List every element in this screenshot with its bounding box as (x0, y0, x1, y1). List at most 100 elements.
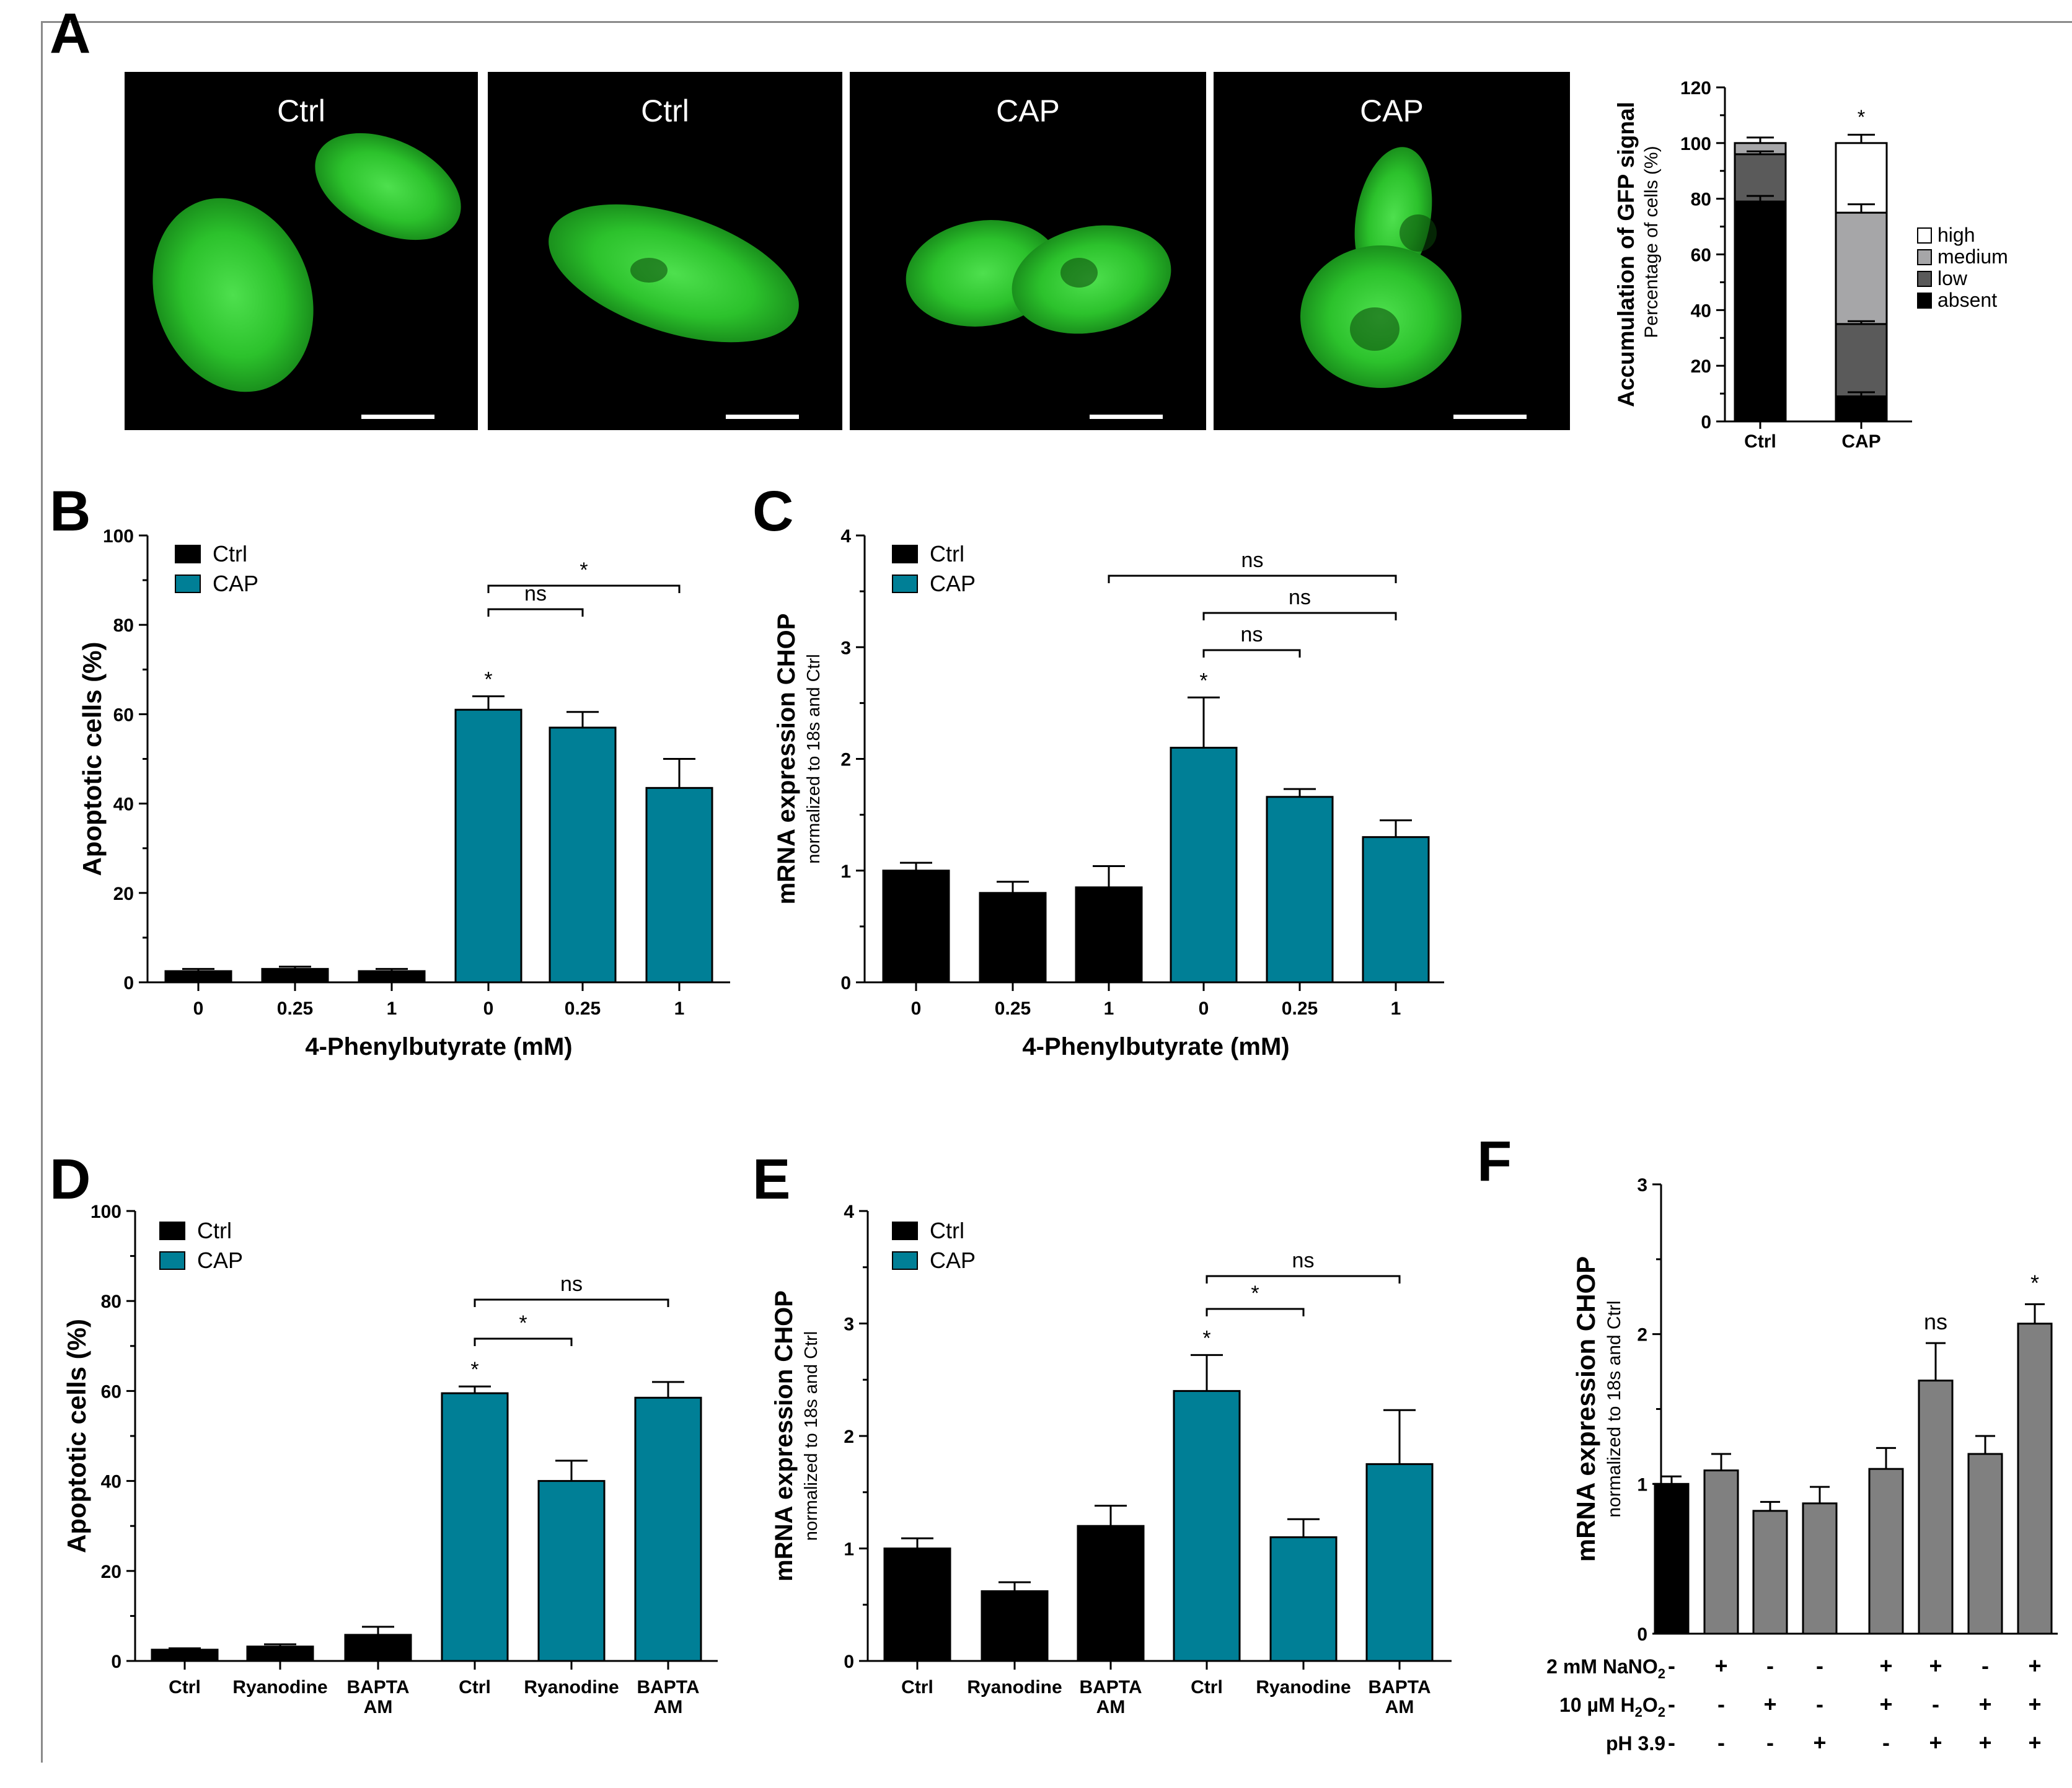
y-tick-label: 0 (844, 1652, 854, 1672)
panel-letter-d: D (50, 1148, 90, 1211)
panel-letter-e: E (752, 1148, 790, 1211)
y-tick-label: 0 (1637, 1624, 1647, 1645)
condition-sign: + (1879, 1653, 1892, 1678)
legend-swatch (892, 1251, 918, 1270)
y-tick-label: 100 (90, 1202, 121, 1222)
y-tick-label: 40 (101, 1472, 121, 1492)
scale-bar (361, 415, 434, 419)
condition-sign: + (1714, 1653, 1727, 1678)
x-tick-label: 1 (674, 998, 685, 1019)
y-tick-label: 3 (844, 1315, 854, 1335)
bar (549, 726, 617, 984)
x-tick-label: 0 (911, 998, 922, 1019)
significance-star: * (1199, 669, 1207, 692)
legend-swatch (159, 1222, 185, 1240)
micrograph-label: Ctrl (277, 94, 325, 128)
x-tick-label: 0.25 (995, 998, 1031, 1019)
y-tick-label: 80 (1691, 190, 1711, 210)
legend-label: CAP (930, 571, 976, 596)
micrograph-2: Ctrl (488, 72, 842, 430)
condition-sign: - (1717, 1730, 1725, 1755)
y-tick-label: 20 (101, 1562, 121, 1582)
legend-swatch (892, 575, 918, 593)
condition-sign: - (1668, 1653, 1675, 1678)
legend-swatch (892, 1222, 918, 1240)
x-tick-label: 1 (1391, 998, 1401, 1019)
bar (1170, 746, 1238, 984)
bracket-label: ns (1241, 548, 1264, 572)
y-tick-label: 2 (1637, 1325, 1647, 1345)
legend-swatch (175, 545, 201, 563)
bracket-line (1206, 1275, 1401, 1284)
stacked-bar-segment (1734, 200, 1787, 423)
x-tick-label: Ryanodine (1256, 1677, 1351, 1698)
legend-label: Ctrl (930, 541, 964, 566)
y-tick-label: 3 (1637, 1175, 1647, 1196)
x-tick-label: AM (1096, 1697, 1126, 1717)
bar (2017, 1323, 2053, 1635)
bar (1173, 1389, 1241, 1662)
x-tick-label: BAPTA (346, 1677, 409, 1698)
x-tick-label: Ryanodine (524, 1677, 619, 1698)
x-tick-label: 0 (1199, 998, 1209, 1019)
bar (261, 967, 329, 984)
bracket-line (1206, 1308, 1305, 1316)
x-tick-label: AM (1385, 1697, 1414, 1717)
stacked-bar-segment (1835, 395, 1888, 423)
bracket-label: * (1251, 1282, 1259, 1305)
scale-bar (1090, 415, 1163, 419)
y-tick-label: 100 (1680, 134, 1711, 154)
x-tick-label: BAPTA (637, 1677, 699, 1698)
y-tick-label: 4 (840, 526, 851, 547)
y-tick-label: 1 (844, 1539, 854, 1560)
significance-bracket: * (487, 558, 681, 593)
chart-b-axes: 0 20 40 60 80 100 (103, 526, 730, 993)
legend-swatch (159, 1251, 185, 1270)
chart-f: ns*2 mM NaNO2- + - - + + - +10 µM H2O2- - + - + - + +p… (1546, 1256, 2053, 1755)
chart-c-axes: 0 1 2 3 4 (840, 526, 1444, 993)
y-tick-label: 120 (1680, 78, 1711, 99)
bar (1075, 886, 1143, 984)
bar (882, 870, 950, 984)
significance-bracket: ns (1202, 586, 1397, 620)
significance-bracket: ns (474, 1272, 669, 1307)
bracket-line (487, 608, 584, 617)
legend-swatch (892, 545, 918, 563)
condition-row: 10 µM H2O2- - + - + - + + (1559, 1691, 2041, 1720)
bar (344, 1634, 412, 1662)
condition-sign: - (1816, 1653, 1823, 1678)
x-tick-label: 0.25 (277, 998, 313, 1019)
condition-sign: - (1668, 1730, 1675, 1755)
bar (246, 1645, 314, 1662)
bar (645, 786, 713, 984)
bracket-label: ns (560, 1272, 583, 1296)
y-axis-subtitle: normalized to 18s and Ctrl (1604, 1300, 1625, 1517)
chart-b: 0 0.25 1 0 0.25 1*ns*CtrlCAP4-Phenylbutyrate … (77, 541, 713, 1060)
micrograph-4: CAP (1214, 72, 1570, 430)
y-tick-label: 40 (113, 795, 134, 815)
significance-star: * (484, 668, 492, 692)
bracket-line (487, 584, 681, 593)
condition-sign: + (1978, 1691, 1991, 1717)
panel-letter-f: F (1477, 1130, 1512, 1193)
stacked-bar-segment (1835, 323, 1888, 398)
x-tick-label: 0.25 (565, 998, 601, 1019)
condition-sign: + (2028, 1691, 2041, 1717)
legend-label: Ctrl (213, 541, 247, 566)
x-tick-label: Ctrl (1744, 431, 1776, 452)
condition-sign: - (1932, 1691, 1939, 1717)
stacked-bar-segment (1835, 211, 1888, 325)
cell-nucleus (1060, 258, 1098, 288)
chart-c: 0 0.25 1 0 0.25 1 * ns ns ns Ctrl CAP 4-Phenylbutyra… (773, 541, 1430, 1060)
x-tick-label: BAPTA (1368, 1677, 1431, 1698)
condition-sign: - (1982, 1653, 1989, 1678)
bar (454, 708, 522, 984)
legend-label: Ctrl (197, 1218, 232, 1243)
legend-label: low (1938, 267, 1968, 289)
bracket-label: * (580, 558, 588, 582)
y-axis-subtitle: Percentage of cells (%) (1641, 146, 1662, 338)
y-axis-title: Apoptotic cells (%) (77, 641, 107, 876)
condition-sign: - (1882, 1730, 1890, 1755)
